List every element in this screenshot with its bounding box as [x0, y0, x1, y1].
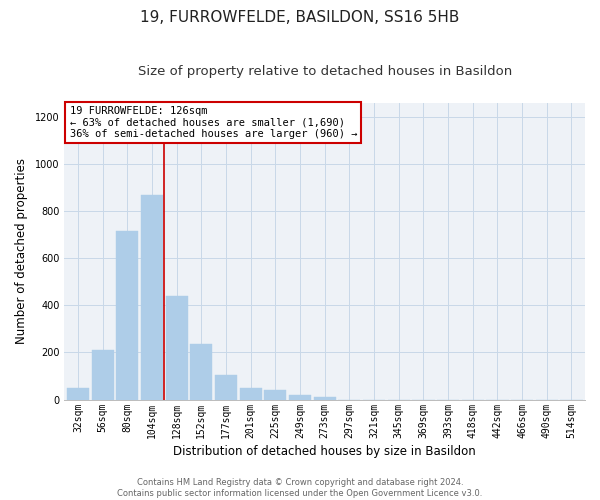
Bar — [92, 350, 114, 400]
Bar — [190, 344, 212, 400]
Title: Size of property relative to detached houses in Basildon: Size of property relative to detached ho… — [137, 65, 512, 78]
Bar — [116, 231, 139, 400]
Bar — [67, 388, 89, 400]
Bar — [141, 194, 163, 400]
Bar — [215, 375, 237, 400]
Y-axis label: Number of detached properties: Number of detached properties — [15, 158, 28, 344]
X-axis label: Distribution of detached houses by size in Basildon: Distribution of detached houses by size … — [173, 444, 476, 458]
Bar — [166, 296, 188, 400]
Text: Contains HM Land Registry data © Crown copyright and database right 2024.
Contai: Contains HM Land Registry data © Crown c… — [118, 478, 482, 498]
Bar — [314, 397, 336, 400]
Text: 19 FURROWFELDE: 126sqm
← 63% of detached houses are smaller (1,690)
36% of semi-: 19 FURROWFELDE: 126sqm ← 63% of detached… — [70, 106, 357, 139]
Bar — [289, 395, 311, 400]
Bar — [264, 390, 286, 400]
Bar — [239, 388, 262, 400]
Text: 19, FURROWFELDE, BASILDON, SS16 5HB: 19, FURROWFELDE, BASILDON, SS16 5HB — [140, 10, 460, 25]
